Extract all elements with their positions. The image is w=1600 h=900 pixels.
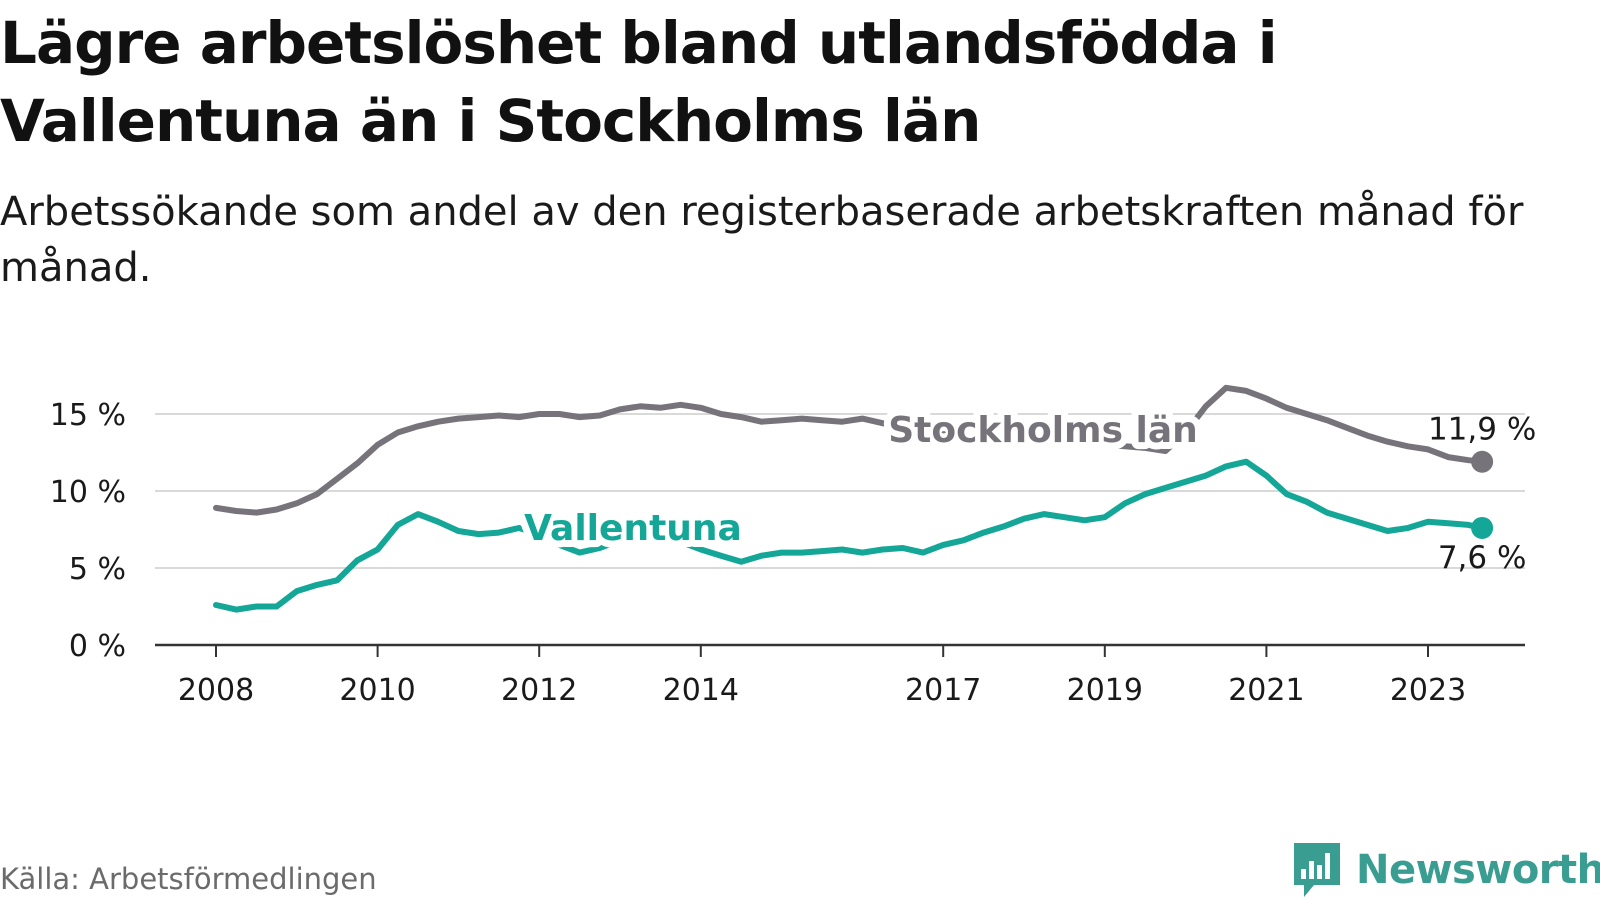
x-tick-label: 2023 xyxy=(1390,673,1466,708)
newsworthy-logo-icon xyxy=(1294,843,1340,897)
source-note: Källa: Arbetsförmedlingen xyxy=(0,862,377,896)
x-tick-label: 2008 xyxy=(178,673,254,708)
x-tick-label: 2010 xyxy=(339,673,415,708)
end-label-stockholms-l-n: 11,9 % xyxy=(1428,412,1536,448)
y-axis: 0 % 5 % 10 % 15 % xyxy=(50,398,126,664)
y-tick-label: 5 % xyxy=(69,552,126,587)
series-label-vallentuna: Vallentuna xyxy=(524,508,742,549)
end-label-vallentuna: 7,6 % xyxy=(1438,540,1527,576)
series-label-stockholms-l-n: Stockholms län xyxy=(888,410,1198,451)
x-tick-label: 2021 xyxy=(1228,673,1304,708)
end-marker-vallentuna xyxy=(1471,516,1494,539)
end-marker-stockholms-l-n xyxy=(1471,450,1494,473)
series-line-vallentuna xyxy=(213,458,1486,613)
x-axis: 2008 2010 2012 2014 2017 2019 2021 2023 xyxy=(155,643,1525,708)
line-chart: 0 %5 %10 %15 % 2008 2010 2012 2014 2017 2019 2… xyxy=(50,384,1536,708)
logo-text: Newsworthy xyxy=(1356,847,1600,893)
series-line-stockholms-l-n xyxy=(213,384,1486,516)
series-label-halo-stockholms-l-n: Stockholms län xyxy=(888,410,1198,451)
y-tick-label: 15 % xyxy=(50,398,126,433)
x-tick-label: 2012 xyxy=(501,673,577,708)
x-tick-label: 2019 xyxy=(1067,673,1143,708)
x-tick-label: 2014 xyxy=(663,673,739,708)
newsworthy-logo: Newsworthy xyxy=(1292,840,1600,900)
y-tick-label: 0 % xyxy=(69,629,126,664)
chart-subtitle: Arbetssökande som andel av den registerb… xyxy=(0,189,1524,291)
series-group xyxy=(213,384,1494,613)
grid-lines xyxy=(155,413,1525,569)
y-tick-label: 10 % xyxy=(50,475,126,510)
series-label-halo-vallentuna: Vallentuna xyxy=(524,508,742,549)
chart-title: Lägre arbetslöshet bland utlandsfödda i … xyxy=(0,9,1278,155)
x-tick-label: 2017 xyxy=(905,673,981,708)
